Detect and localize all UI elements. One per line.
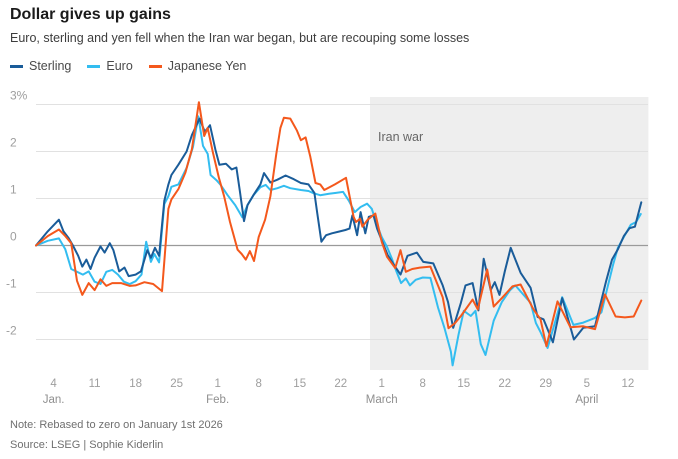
x-tick-label: 1: [379, 378, 385, 390]
legend-label-japanese-yen: Japanese Yen: [167, 59, 247, 73]
y-tick-label: -1: [6, 277, 17, 291]
x-tick-label: 29: [539, 378, 552, 390]
y-tick-label: 0: [10, 230, 17, 244]
legend-label-sterling: Sterling: [29, 59, 72, 73]
x-tick-label: 22: [498, 378, 511, 390]
legend-swatch-sterling: [10, 64, 23, 68]
month-label: April: [575, 394, 598, 406]
x-tick-label: 18: [129, 378, 142, 390]
war-region: [370, 97, 649, 370]
x-tick-label: 8: [420, 378, 426, 390]
x-tick-label: 15: [293, 378, 306, 390]
x-tick-label: 8: [255, 378, 261, 390]
legend-label-euro: Euro: [106, 59, 133, 73]
x-tick-label: 25: [170, 378, 183, 390]
x-tick-label: 5: [584, 378, 590, 390]
series-line-japanese-yen: [35, 101, 643, 348]
x-tick-label: 22: [334, 378, 347, 390]
legend-swatch-euro: [87, 64, 101, 68]
y-tick-label: -2: [6, 324, 17, 338]
y-tick-label: 3%: [10, 89, 28, 103]
legend-item-euro: Euro: [87, 59, 133, 73]
legend: Sterling Euro Japanese Yen: [10, 59, 246, 73]
x-tick-label: 12: [621, 378, 634, 390]
x-tick-label: 4: [50, 378, 57, 390]
chart-title: Dollar gives up gains: [10, 6, 171, 23]
x-tick-label: 1: [214, 378, 220, 390]
month-label: March: [366, 394, 398, 406]
legend-swatch-japanese-yen: [148, 64, 162, 68]
chart-subtitle: Euro, sterling and yen fell when the Ira…: [10, 31, 470, 45]
month-label: Feb.: [206, 394, 229, 406]
x-tick-label: 15: [457, 378, 470, 390]
y-tick-label: 2: [10, 136, 17, 150]
war-annotation-label: Iran war: [378, 130, 423, 144]
y-tick-label: 1: [10, 183, 17, 197]
series-line-euro: [35, 115, 642, 367]
chart-note: Note: Rebased to zero on January 1st 202…: [10, 419, 223, 431]
month-label: Jan.: [43, 394, 65, 406]
x-tick-label: 11: [89, 378, 101, 390]
chart-source: Source: LSEG | Sophie Kiderlin: [10, 439, 164, 451]
legend-item-sterling: Sterling: [10, 59, 71, 73]
series-line-sterling: [35, 117, 643, 344]
legend-item-japanese-yen: Japanese Yen: [148, 59, 247, 73]
